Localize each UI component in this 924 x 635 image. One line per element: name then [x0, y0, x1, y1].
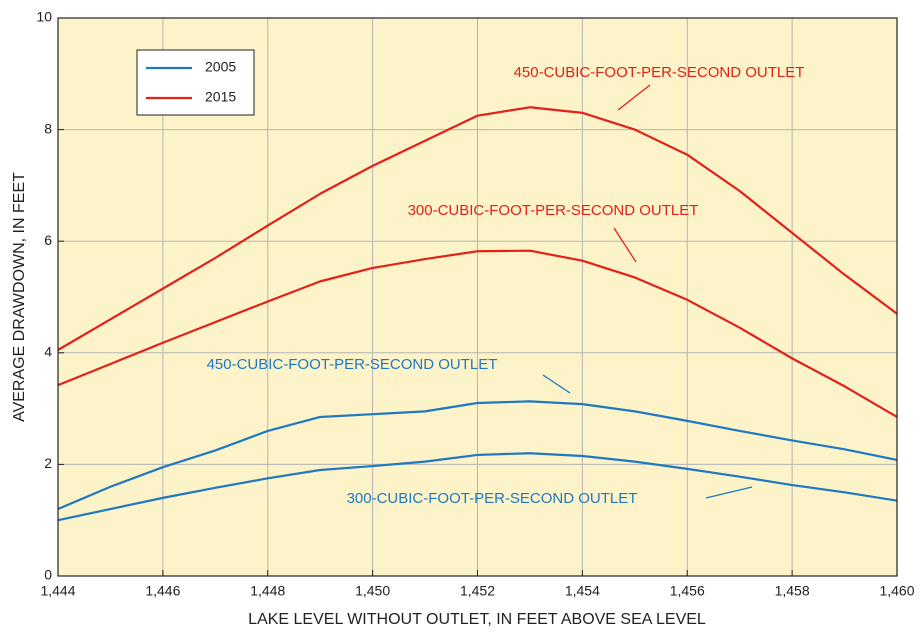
x-tick-label: 1,452: [460, 583, 495, 599]
annotation: 300-CUBIC-FOOT-PER-SECOND OUTLET: [347, 490, 638, 507]
series-line: [57, 452, 898, 522]
legend-label: 2005: [205, 59, 236, 75]
y-tick-label: 8: [44, 120, 52, 136]
legend: [136, 49, 255, 116]
plot-frame: [57, 17, 898, 577]
y-tick-label: 6: [44, 232, 52, 248]
y-tick-label: 2: [44, 455, 52, 471]
legend-label: 2015: [205, 89, 236, 105]
annotation: 300-CUBIC-FOOT-PER-SECOND OUTLET: [408, 202, 699, 219]
x-tick-label: 1,456: [670, 583, 705, 599]
y-tick-label: 4: [44, 344, 52, 360]
x-tick-label: 1,444: [40, 583, 75, 599]
annotation: 450-CUBIC-FOOT-PER-SECOND OUTLET: [514, 64, 805, 81]
leader-line: [705, 486, 753, 499]
leader-line: [617, 84, 651, 111]
x-axis-label: LAKE LEVEL WITHOUT OUTLET, IN FEET ABOVE…: [248, 611, 706, 628]
leader-line: [542, 374, 571, 394]
series-line: [57, 106, 898, 351]
y-tick-label: 0: [44, 567, 52, 583]
y-tick-label: 10: [36, 9, 52, 25]
x-tick-label: 1,454: [565, 583, 600, 599]
x-tick-label: 1,450: [355, 583, 390, 599]
x-tick-label: 1,458: [775, 583, 810, 599]
x-tick-label: 1,460: [879, 583, 914, 599]
y-axis-label: AVERAGE DRAWDOWN, IN FEET: [11, 172, 28, 422]
x-tick-label: 1,446: [145, 583, 180, 599]
series-line: [57, 400, 898, 511]
x-tick-label: 1,448: [250, 583, 285, 599]
series-line: [57, 249, 898, 418]
leader-line: [613, 227, 637, 263]
annotation: 450-CUBIC-FOOT-PER-SECOND OUTLET: [207, 356, 498, 373]
